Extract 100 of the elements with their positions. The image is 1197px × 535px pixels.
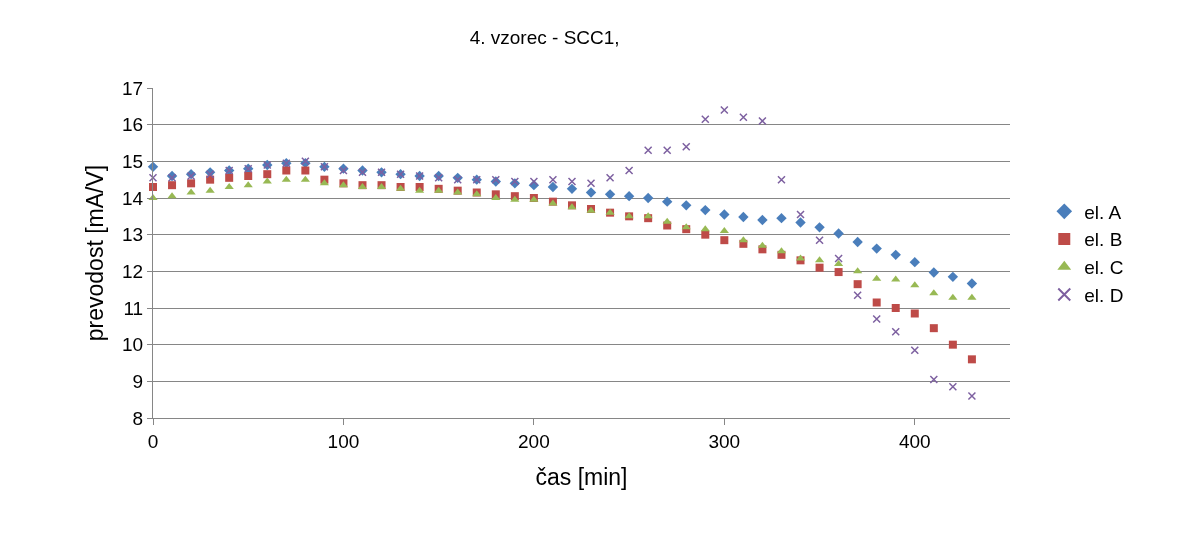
point — [872, 274, 882, 281]
point — [604, 189, 616, 200]
y-tick-label: 10 — [122, 334, 144, 356]
y-tick-label: 12 — [122, 260, 144, 282]
point — [681, 142, 691, 151]
point — [605, 173, 615, 183]
point — [815, 263, 824, 272]
point — [853, 290, 862, 300]
point — [909, 256, 920, 268]
point — [967, 391, 977, 401]
point — [701, 230, 710, 239]
point — [796, 210, 805, 219]
point — [833, 228, 844, 239]
point — [814, 222, 825, 233]
point — [834, 268, 843, 277]
point — [243, 181, 253, 188]
point — [300, 175, 310, 182]
point — [168, 181, 177, 190]
point — [738, 211, 749, 223]
point — [776, 212, 787, 224]
point — [891, 304, 900, 312]
point — [852, 236, 863, 248]
point — [642, 192, 654, 204]
point — [910, 309, 919, 318]
point — [205, 186, 215, 193]
y-tick-label: 9 — [132, 370, 144, 392]
point — [720, 236, 729, 245]
y-tick-label: 13 — [122, 224, 144, 246]
y-tick-label: 8 — [132, 407, 144, 429]
point — [147, 161, 159, 173]
point — [928, 267, 940, 278]
point — [891, 327, 900, 337]
x-tick-label: 0 — [147, 430, 159, 452]
point — [739, 113, 748, 122]
point — [815, 235, 824, 245]
x-tick-label: 200 — [518, 430, 550, 452]
point — [871, 243, 882, 254]
point — [948, 293, 958, 300]
point — [872, 298, 881, 307]
point — [738, 236, 748, 243]
point — [566, 183, 578, 195]
point — [795, 217, 806, 228]
point — [662, 146, 672, 155]
point — [948, 382, 958, 392]
point — [966, 278, 978, 289]
point — [547, 181, 559, 193]
point — [225, 173, 234, 182]
point — [834, 254, 843, 263]
point — [720, 105, 729, 115]
point — [263, 170, 272, 179]
point — [757, 214, 768, 226]
point — [758, 116, 767, 126]
point — [701, 114, 710, 124]
legend-label: el. A — [1084, 201, 1122, 223]
point — [585, 187, 597, 198]
point — [567, 177, 577, 186]
point — [662, 196, 673, 207]
y-tick-label: 11 — [123, 297, 144, 319]
point — [643, 146, 653, 155]
point — [301, 166, 310, 175]
point — [281, 175, 291, 182]
point — [529, 177, 539, 186]
point — [853, 267, 863, 274]
point — [910, 345, 920, 355]
legend-label: el. D — [1084, 284, 1124, 306]
point — [719, 209, 730, 220]
point — [948, 340, 957, 349]
x-tick-label: 100 — [327, 430, 360, 452]
point — [929, 375, 939, 384]
point — [967, 293, 977, 300]
chart-title: 4. vzorec - SCC1, — [469, 27, 620, 49]
point — [148, 173, 158, 183]
point — [548, 175, 558, 184]
point — [187, 179, 196, 188]
y-tick-label: 17 — [122, 77, 144, 99]
point — [777, 175, 786, 184]
point — [929, 324, 938, 333]
point — [262, 177, 272, 184]
point — [947, 271, 959, 283]
point — [700, 204, 711, 216]
y-axis-title: prevodost [mA/V] — [81, 164, 108, 342]
point — [624, 166, 634, 175]
point — [967, 355, 976, 364]
x-tick-label: 400 — [898, 430, 931, 452]
y-tick-label: 14 — [122, 187, 144, 209]
point — [662, 217, 672, 224]
legend-label: el. C — [1084, 257, 1124, 279]
point — [700, 225, 710, 232]
point — [853, 280, 862, 289]
x-tick-label: 300 — [708, 430, 741, 452]
point — [681, 200, 692, 211]
point — [872, 314, 881, 324]
y-tick-label: 16 — [122, 114, 144, 136]
point — [586, 179, 596, 188]
point — [890, 249, 901, 261]
y-tick-label: 15 — [122, 150, 144, 172]
x-axis-title: čas [min] — [535, 464, 628, 491]
point — [244, 172, 253, 180]
point — [186, 188, 196, 195]
point — [167, 192, 177, 199]
